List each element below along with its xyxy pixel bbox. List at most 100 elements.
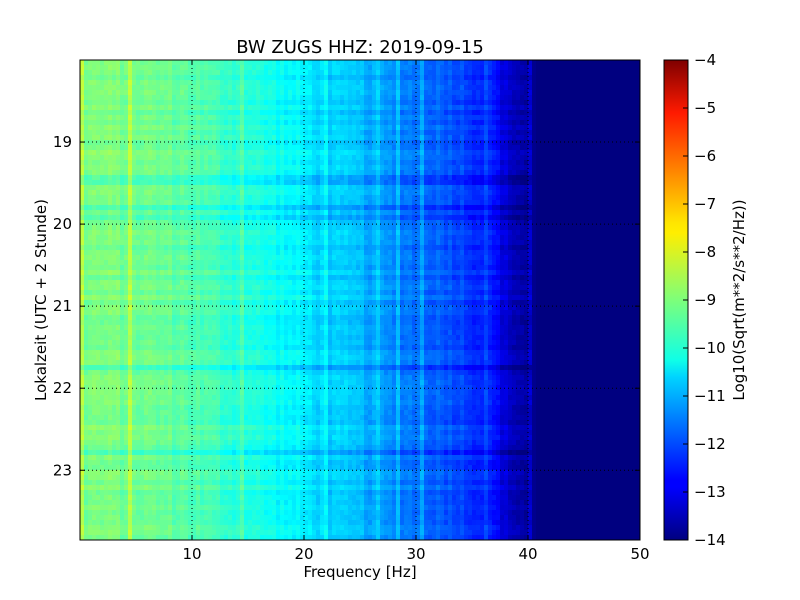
heatmap-cell <box>276 140 281 146</box>
heatmap-cell <box>500 95 505 101</box>
heatmap-cell <box>544 65 549 71</box>
heatmap-cell <box>384 100 389 106</box>
heatmap-cell <box>404 205 409 211</box>
heatmap-cell <box>148 165 153 171</box>
heatmap-cell <box>96 230 101 236</box>
heatmap-cell <box>552 180 557 186</box>
heatmap-cell <box>284 85 289 91</box>
heatmap-cell <box>448 110 453 116</box>
heatmap-cell <box>124 100 129 106</box>
heatmap-cell <box>376 180 381 186</box>
heatmap-cell <box>320 120 325 126</box>
heatmap-cell <box>192 235 197 241</box>
heatmap-cell <box>388 150 393 156</box>
heatmap-cell <box>172 115 177 121</box>
heatmap-cell <box>592 75 597 81</box>
heatmap-cell <box>544 205 549 211</box>
heatmap-cell <box>260 65 265 71</box>
heatmap-cell <box>412 135 417 141</box>
heatmap-cell <box>616 80 621 86</box>
heatmap-cell <box>184 195 189 201</box>
heatmap-cell <box>576 140 581 146</box>
heatmap-cell <box>604 205 609 211</box>
heatmap-cell <box>100 125 105 131</box>
heatmap-cell <box>424 135 429 141</box>
heatmap-cell <box>468 135 473 141</box>
heatmap-cell <box>444 125 449 131</box>
heatmap-cell <box>168 110 173 116</box>
heatmap-cell <box>444 110 449 116</box>
heatmap-cell <box>88 230 93 236</box>
heatmap-cell <box>404 180 409 186</box>
heatmap-cell <box>224 105 229 111</box>
heatmap-cell <box>388 155 393 161</box>
heatmap-cell <box>420 210 425 216</box>
heatmap-cell <box>596 70 601 76</box>
heatmap-cell <box>124 105 129 111</box>
heatmap-cell <box>288 95 293 101</box>
heatmap-cell <box>512 105 517 111</box>
heatmap-cell <box>492 115 497 121</box>
heatmap-cell <box>560 180 565 186</box>
heatmap-cell <box>452 125 457 131</box>
heatmap-cell <box>484 115 489 121</box>
heatmap-cell <box>120 130 125 136</box>
heatmap-cell <box>284 215 289 221</box>
heatmap-cell <box>84 230 89 236</box>
heatmap-cell <box>80 110 85 116</box>
heatmap-cell <box>312 170 317 176</box>
heatmap-cell <box>120 220 125 226</box>
heatmap-cell <box>396 170 401 176</box>
heatmap-cell <box>224 155 229 161</box>
heatmap-cell <box>384 170 389 176</box>
heatmap-cell <box>544 170 549 176</box>
heatmap-cell <box>564 120 569 126</box>
heatmap-cell <box>148 230 153 236</box>
heatmap-cell <box>112 130 117 136</box>
heatmap-cell <box>368 195 373 201</box>
heatmap-cell <box>352 100 357 106</box>
heatmap-cell <box>428 65 433 71</box>
heatmap-cell <box>312 150 317 156</box>
heatmap-cell <box>540 215 545 221</box>
heatmap-cell <box>176 220 181 226</box>
heatmap-cell <box>328 70 333 76</box>
heatmap-cell <box>188 175 193 181</box>
heatmap-cell <box>404 210 409 216</box>
heatmap-cell <box>552 225 557 231</box>
heatmap-cell <box>496 115 501 121</box>
heatmap-cell <box>428 210 433 216</box>
heatmap-cell <box>432 230 437 236</box>
heatmap-cell <box>224 180 229 186</box>
heatmap-cell <box>596 125 601 131</box>
heatmap-cell <box>376 140 381 146</box>
heatmap-cell <box>120 200 125 206</box>
heatmap-cell <box>284 80 289 86</box>
heatmap-cell <box>436 175 441 181</box>
heatmap-cell <box>408 210 413 216</box>
heatmap-cell <box>152 135 157 141</box>
heatmap-cell <box>216 145 221 151</box>
heatmap-cell <box>284 140 289 146</box>
heatmap-cell <box>308 165 313 171</box>
heatmap-cell <box>588 165 593 171</box>
heatmap-cell <box>588 205 593 211</box>
heatmap-cell <box>188 160 193 166</box>
heatmap-cell <box>272 140 277 146</box>
heatmap-cell <box>80 150 85 156</box>
heatmap-cell <box>416 150 421 156</box>
heatmap-cell <box>516 115 521 121</box>
heatmap-cell <box>204 235 209 241</box>
heatmap-cell <box>300 75 305 81</box>
heatmap-cell <box>572 170 577 176</box>
heatmap-cell <box>408 135 413 141</box>
heatmap-cell <box>556 95 561 101</box>
heatmap-cell <box>632 130 637 136</box>
heatmap-cell <box>636 180 640 186</box>
heatmap-cell <box>276 170 281 176</box>
heatmap-cell <box>156 165 161 171</box>
heatmap-cell <box>264 110 269 116</box>
heatmap-cell <box>516 90 521 96</box>
heatmap-cell <box>544 160 549 166</box>
heatmap-cell <box>104 185 109 191</box>
